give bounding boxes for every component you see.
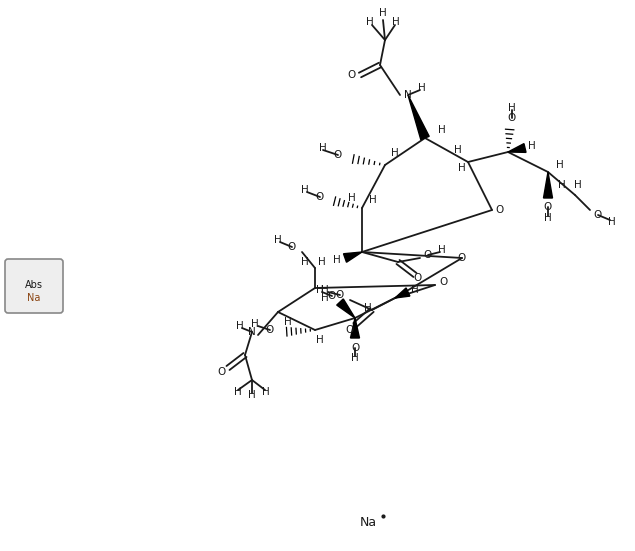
Text: H: H (458, 163, 466, 173)
Text: H: H (556, 160, 564, 170)
Text: O: O (414, 273, 422, 283)
Text: H: H (319, 143, 327, 153)
Text: H: H (528, 141, 536, 151)
Text: H: H (301, 257, 309, 267)
Text: O: O (496, 205, 504, 215)
Text: O: O (544, 202, 552, 212)
Text: H: H (608, 217, 616, 227)
Polygon shape (337, 299, 355, 318)
Text: N: N (248, 327, 256, 337)
Polygon shape (508, 144, 526, 153)
Polygon shape (395, 288, 410, 298)
Text: H: H (316, 285, 324, 295)
Text: H: H (411, 285, 419, 295)
Text: H: H (364, 303, 372, 313)
Text: O: O (266, 325, 274, 335)
Text: H: H (348, 193, 356, 203)
Text: H: H (251, 319, 259, 329)
Text: H: H (262, 387, 270, 397)
Text: Na: Na (27, 293, 41, 303)
Text: H: H (284, 317, 292, 327)
Text: H: H (508, 103, 516, 113)
Text: O: O (439, 277, 447, 287)
Polygon shape (351, 318, 359, 338)
FancyBboxPatch shape (5, 259, 63, 313)
Text: O: O (288, 242, 296, 252)
Polygon shape (544, 172, 552, 198)
Text: O: O (328, 291, 336, 301)
Text: H: H (236, 321, 244, 331)
Text: Na: Na (359, 516, 377, 528)
Polygon shape (344, 252, 362, 262)
Text: H: H (418, 83, 426, 93)
Text: H: H (234, 387, 242, 397)
Text: H: H (301, 185, 309, 195)
Text: Abs: Abs (25, 280, 43, 290)
Text: O: O (458, 253, 466, 263)
Text: O: O (334, 150, 342, 160)
Text: H: H (454, 145, 462, 155)
Text: H: H (321, 293, 329, 303)
Text: O: O (348, 70, 356, 80)
Polygon shape (408, 95, 429, 139)
Text: H: H (438, 125, 446, 135)
Text: H: H (369, 195, 377, 205)
Text: O: O (346, 325, 354, 335)
Text: O: O (508, 113, 516, 123)
Text: H: H (248, 390, 256, 400)
Text: H: H (392, 17, 400, 27)
Text: H: H (379, 8, 387, 18)
Text: O: O (218, 367, 226, 377)
Text: H: H (321, 285, 329, 295)
Text: H: H (544, 213, 552, 223)
Text: H: H (438, 245, 446, 255)
Text: H: H (316, 335, 324, 345)
Text: O: O (351, 343, 359, 353)
Text: O: O (336, 290, 344, 300)
Text: H: H (391, 148, 399, 158)
Text: H: H (318, 257, 326, 267)
Text: O: O (594, 210, 602, 220)
Text: H: H (333, 255, 341, 265)
Text: H: H (274, 235, 282, 245)
Text: H: H (351, 353, 359, 363)
Text: O: O (316, 192, 324, 202)
Text: H: H (574, 180, 582, 190)
Text: H: H (366, 17, 374, 27)
Text: H: H (558, 180, 566, 190)
Text: O: O (424, 250, 432, 260)
Text: N: N (404, 90, 412, 100)
